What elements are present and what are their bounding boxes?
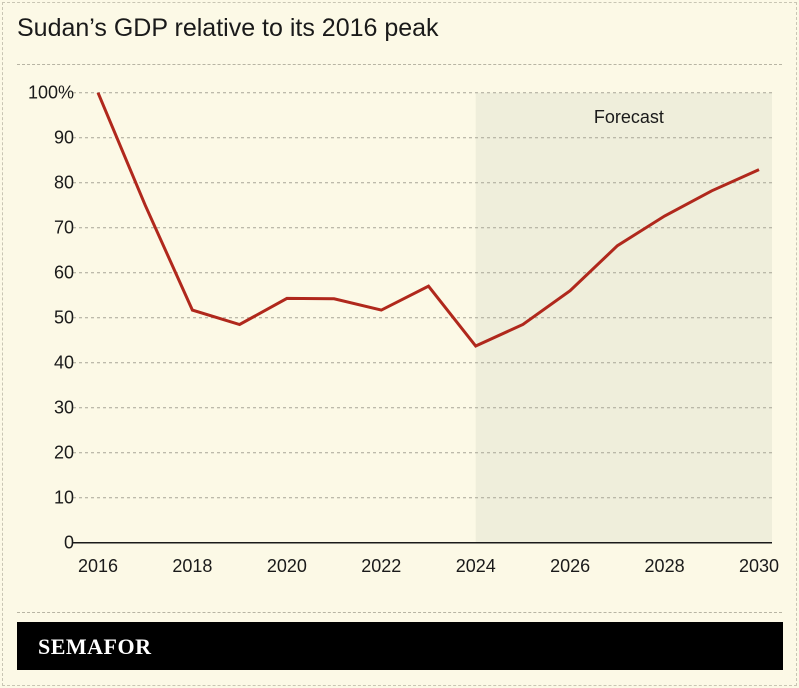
y-tick-label: 80 (54, 173, 74, 193)
forecast-label: Forecast (594, 107, 664, 127)
x-tick-label: 2022 (361, 556, 401, 576)
y-tick-label: 20 (54, 443, 74, 463)
y-tick-label: 70 (54, 218, 74, 238)
y-tick-label: 90 (54, 128, 74, 148)
x-tick-label: 2020 (267, 556, 307, 576)
x-tick-label: 2016 (78, 556, 118, 576)
footer-divider (17, 612, 782, 613)
y-tick-label: 50 (54, 308, 74, 328)
semafor-logo: SEMAFOR (38, 634, 152, 659)
y-tick-label: 60 (54, 263, 74, 283)
footer-bar: SEMAFOR (17, 622, 783, 670)
y-tick-label: 30 (54, 398, 74, 418)
title-divider (17, 64, 782, 65)
chart-title: Sudan’s GDP relative to its 2016 peak (17, 14, 439, 42)
x-tick-label: 2030 (739, 556, 779, 576)
y-tick-label: 10 (54, 488, 74, 508)
x-tick-label: 2026 (550, 556, 590, 576)
x-tick-label: 2018 (172, 556, 212, 576)
y-tick-label: 100% (28, 83, 74, 103)
x-tick-label: 2024 (456, 556, 496, 576)
x-tick-label: 2028 (645, 556, 685, 576)
y-tick-label: 0 (64, 533, 74, 553)
y-tick-label: 40 (54, 353, 74, 373)
